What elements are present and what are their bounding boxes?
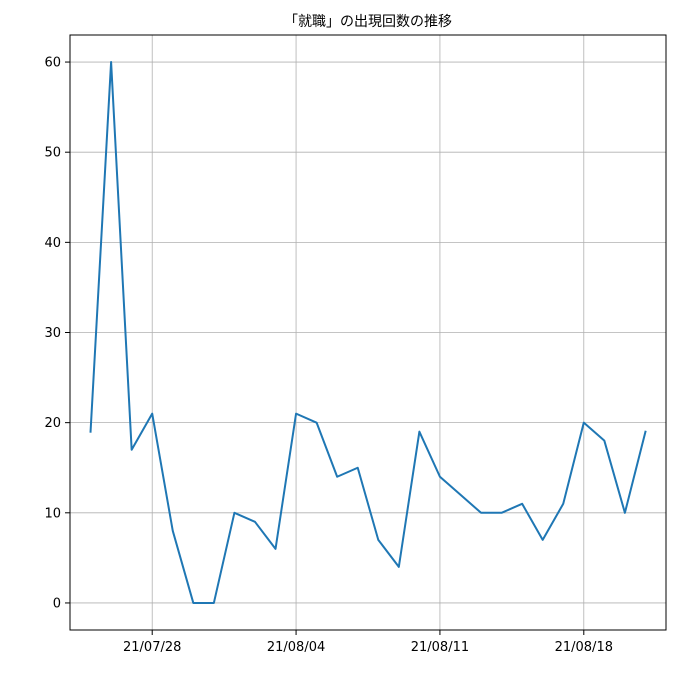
data-point bbox=[88, 429, 94, 435]
y-axis: 0 10 20 30 40 50 60 bbox=[44, 56, 70, 611]
data-point bbox=[273, 546, 279, 552]
x-axis: 21/07/28 21/08/04 21/08/11 21/08/18 bbox=[123, 630, 613, 655]
data-point bbox=[149, 411, 155, 417]
data-point bbox=[211, 600, 217, 606]
data-point bbox=[252, 519, 258, 525]
data-point bbox=[170, 528, 176, 534]
data-point bbox=[396, 564, 402, 570]
data-point bbox=[540, 537, 546, 543]
data-point bbox=[108, 59, 114, 65]
data-point bbox=[190, 600, 196, 606]
y-tick-label: 10 bbox=[44, 506, 61, 521]
data-point bbox=[314, 420, 320, 426]
data-point bbox=[519, 501, 525, 507]
y-tick-label: 30 bbox=[44, 326, 61, 341]
data-point bbox=[560, 501, 566, 507]
y-tick-label: 50 bbox=[44, 146, 61, 161]
data-point bbox=[129, 447, 135, 453]
data-point bbox=[416, 429, 422, 435]
data-point bbox=[334, 474, 340, 480]
data-point bbox=[457, 492, 463, 498]
data-point bbox=[622, 510, 628, 516]
data-point bbox=[601, 438, 607, 444]
series-line bbox=[89, 61, 647, 604]
x-tick-label: 21/08/11 bbox=[411, 640, 469, 655]
data-point bbox=[231, 510, 237, 516]
data-point bbox=[375, 537, 381, 543]
data-point bbox=[581, 420, 587, 426]
x-tick-label: 21/08/04 bbox=[267, 640, 325, 655]
data-point bbox=[499, 510, 505, 516]
series-layer bbox=[88, 59, 648, 606]
y-tick-label: 20 bbox=[44, 416, 61, 431]
data-point bbox=[355, 465, 361, 471]
y-tick-label: 0 bbox=[53, 596, 61, 611]
data-point bbox=[293, 411, 299, 417]
y-tick-label: 60 bbox=[44, 56, 61, 71]
y-tick-label: 40 bbox=[44, 236, 61, 251]
data-point bbox=[437, 474, 443, 480]
data-point bbox=[642, 429, 648, 435]
x-tick-label: 21/08/18 bbox=[555, 640, 613, 655]
chart-title: 「就職」の出現回数の推移 bbox=[284, 14, 452, 30]
x-tick-label: 21/07/28 bbox=[123, 640, 181, 655]
data-point bbox=[478, 510, 484, 516]
